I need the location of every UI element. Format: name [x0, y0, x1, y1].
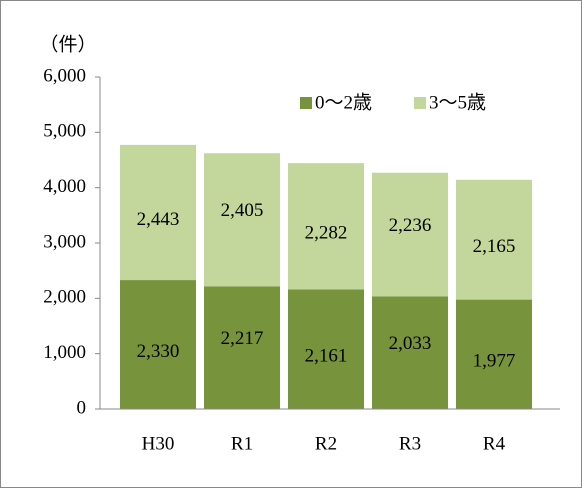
y-tick-label: 5,000	[43, 121, 86, 142]
data-label: 2,161	[305, 346, 348, 367]
bar-segment	[456, 299, 532, 409]
bar-segment	[120, 144, 196, 281]
data-label: 2,217	[221, 328, 264, 349]
data-label: 2,443	[137, 209, 180, 230]
bar-segment	[204, 286, 280, 409]
x-tick-label: R3	[399, 433, 421, 454]
legend-label: 3〜5歳	[429, 91, 486, 113]
data-label: 2,282	[305, 223, 348, 244]
data-label: 2,236	[389, 215, 432, 236]
bar-segment	[372, 172, 448, 297]
data-label: 2,405	[221, 200, 264, 221]
y-tick-label: 4,000	[43, 176, 86, 197]
bar-segment	[372, 296, 448, 409]
y-tick-label: 0	[77, 397, 87, 418]
x-tick-label: R2	[315, 433, 337, 454]
y-axis-label: （件）	[39, 33, 96, 55]
x-tick-label: H30	[142, 433, 175, 454]
data-label: 2,330	[137, 341, 180, 362]
data-label: 2,033	[389, 333, 432, 354]
data-label: 1,977	[473, 351, 516, 372]
bar-segment	[456, 179, 532, 300]
x-tick-label: R1	[231, 433, 253, 454]
y-tick-label: 6,000	[43, 65, 86, 86]
bar-segment	[120, 280, 196, 409]
bar-segment	[204, 153, 280, 287]
bar-segment	[288, 289, 364, 409]
y-tick-label: 2,000	[43, 287, 86, 308]
x-tick-label: R4	[483, 433, 506, 454]
bar-segment	[288, 163, 364, 290]
data-label: 2,165	[473, 236, 516, 257]
legend-label: 0〜2歳	[315, 91, 372, 113]
legend-swatch	[414, 97, 426, 109]
y-tick-label: 3,000	[43, 231, 86, 252]
legend-swatch	[300, 97, 312, 109]
y-tick-label: 1,000	[43, 342, 86, 363]
